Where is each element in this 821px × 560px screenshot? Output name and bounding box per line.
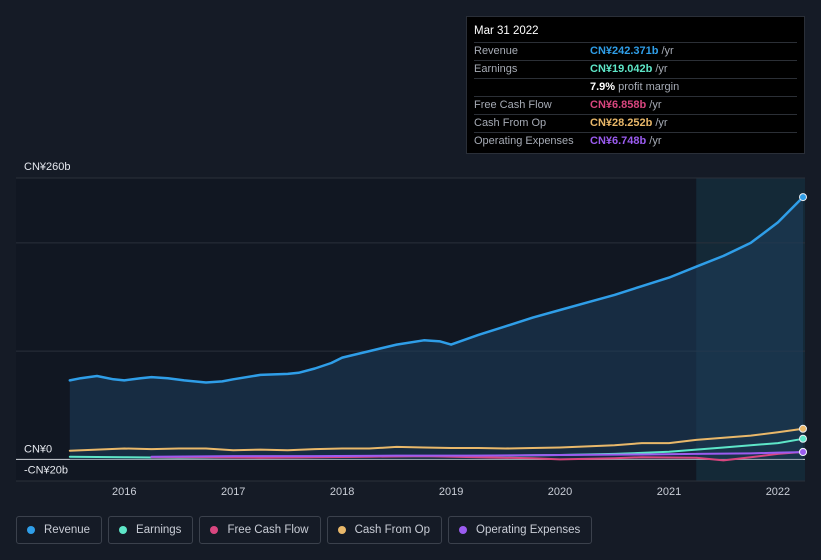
end-point-revenue [799,193,807,202]
tooltip-unit: /yr [661,45,674,57]
tooltip-label: Free Cash Flow [474,99,552,111]
tooltip-value: CN¥6.748b [590,135,647,147]
series-area-revenue [69,197,804,460]
tooltip-unit: /yr [655,117,668,129]
legend-dot-icon [210,526,219,534]
tooltip-label: Cash From Op [474,117,547,129]
chart-legend: Revenue Earnings Free Cash Flow Cash Fro… [16,516,598,546]
legend-dot-icon [459,526,468,534]
x-tick-label: 2018 [330,486,354,498]
tooltip-row-profit-margin: 7.9% profit margin [474,79,797,97]
tooltip-row-cash-from-op: Cash From Op CN¥28.252b /yr [474,115,797,133]
legend-label: Operating Expenses [476,524,581,536]
y-label-zero: CN¥0 [24,443,52,455]
end-point-operating-expenses [799,448,807,457]
x-tick-label: 2016 [112,486,136,498]
tooltip-row-free-cash-flow: Free Cash Flow CN¥6.858b /yr [474,97,797,115]
legend-item-free-cash-flow[interactable]: Free Cash Flow [199,516,321,544]
x-tick-label: 2017 [221,486,245,498]
x-tick-label: 2021 [657,486,681,498]
x-tick-label: 2019 [439,486,463,498]
tooltip-label [474,79,590,96]
x-tick-label: 2020 [548,486,572,498]
series-line-free-cash-flow [150,450,804,462]
end-point-earnings [799,434,807,443]
legend-label: Cash From Op [354,524,431,536]
series-line-cash-from-op [68,427,804,452]
tooltip-date: Mar 31 2022 [474,23,797,43]
tooltip-row-revenue: Revenue CN¥242.371b /yr [474,43,797,61]
tooltip-row-earnings: Earnings CN¥19.042b /yr [474,61,797,79]
tooltip-unit: /yr [649,135,662,147]
tooltip-label: Revenue [474,45,519,57]
legend-item-revenue[interactable]: Revenue [16,516,103,544]
x-tick-label: 2022 [766,486,790,498]
tooltip-row-operating-expenses: Operating Expenses CN¥6.748b /yr [474,133,797,150]
end-point-cash-from-op [799,424,807,433]
legend-item-cash-from-op[interactable]: Cash From Op [326,516,443,544]
legend-dot-icon [27,526,35,534]
tooltip-label: Operating Expenses [474,135,574,147]
tooltip-unit: /yr [655,63,668,75]
tooltip-unit: /yr [649,99,662,111]
data-tooltip: Mar 31 2022 Revenue CN¥242.371b /yr Earn… [466,16,805,154]
financial-chart: CN¥260b CN¥0 -CN¥20b 2016 2017 2018 2019 2020 20… [16,161,807,498]
legend-label: Earnings [136,524,182,536]
legend-label: Revenue [44,524,91,536]
legend-dot-icon [337,526,346,534]
tooltip-value: CN¥242.371b [590,45,659,57]
series-line-revenue [68,195,805,384]
y-label-bottom: -CN¥20b [24,464,68,476]
tooltip-unit: profit margin [618,81,680,93]
tooltip-value: CN¥19.042b [590,63,653,75]
legend-item-earnings[interactable]: Earnings [108,516,194,544]
series-line-operating-expenses [150,451,804,458]
tooltip-value: CN¥28.252b [590,117,653,129]
legend-item-operating-expenses[interactable]: Operating Expenses [448,516,593,544]
legend-label: Free Cash Flow [227,524,309,536]
tooltip-value: 7.9% [590,81,616,93]
y-label-top: CN¥260b [24,161,70,173]
tooltip-label: Earnings [474,63,518,75]
legend-dot-icon [119,526,128,534]
tooltip-value: CN¥6.858b [590,99,647,111]
